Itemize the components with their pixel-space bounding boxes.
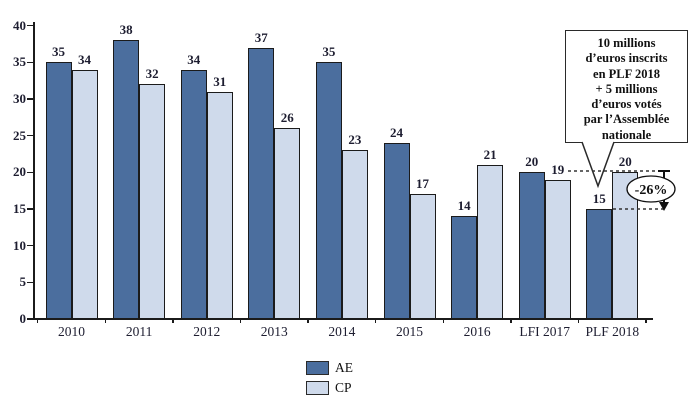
bar-cp-2016 (477, 164, 504, 319)
legend-label-ae: AE (335, 359, 353, 375)
bar-cp-2011 (139, 84, 166, 319)
x-axis-category-label: 2010 (58, 324, 85, 339)
x-axis-tick (510, 318, 512, 323)
bar-value-label: 15 (592, 190, 606, 206)
bar-value-label: 38 (119, 22, 133, 38)
bar-value-label: 24 (390, 124, 403, 140)
bar-value-label: 31 (213, 73, 227, 89)
legend-swatch-cp (306, 380, 329, 395)
x-axis-tick (442, 318, 444, 323)
bar-ae-2011 (113, 40, 140, 319)
x-axis-tick (104, 318, 106, 323)
x-axis-category-label: 2016 (463, 324, 491, 339)
x-axis-category-label: PLF 2018 (585, 324, 640, 339)
bar-ae-2010 (45, 62, 72, 319)
bar-ae-2015 (383, 142, 410, 319)
bar-value-label: 17 (416, 176, 429, 192)
y-axis-tick-label: 25 (13, 127, 26, 143)
delta-label: -26% (635, 183, 668, 198)
bar-value-label: 34 (78, 51, 91, 67)
callout-annotation: 10 millions d’euros inscrits en PLF 2018… (565, 30, 688, 143)
x-axis-category-label: 2013 (260, 324, 288, 339)
x-axis-tick (375, 318, 377, 323)
y-axis-tick-label: 35 (13, 54, 26, 70)
bar-cp-2010 (71, 69, 98, 319)
y-axis-tick-label: 20 (13, 164, 26, 180)
y-axis-tick-label: 15 (13, 200, 26, 216)
y-axis-tick (27, 24, 34, 27)
legend-item-cp: CP (306, 380, 353, 395)
bar-value-label: 20 (618, 154, 632, 170)
y-axis-tick-label: 0 (19, 311, 27, 326)
x-axis-tick (645, 318, 647, 323)
x-axis-tick (37, 318, 39, 323)
bar-cp-2014 (341, 150, 368, 319)
x-axis-category-label: LFI 2017 (519, 324, 570, 339)
x-axis-tick (577, 318, 580, 323)
y-axis-line (33, 22, 35, 319)
legend-swatch-ae (306, 360, 329, 375)
bar-ae-LFI 2017 (518, 172, 545, 319)
legend: AE CP (306, 360, 353, 400)
y-axis-tick-label: 5 (19, 274, 27, 290)
y-axis-tick-label: 30 (13, 90, 26, 106)
x-axis-tick (307, 318, 309, 323)
bar-cp-2012 (206, 91, 233, 319)
arrow-head-icon (659, 202, 669, 211)
bar-value-label: 21 (483, 146, 497, 162)
bar-value-label: 35 (52, 44, 65, 60)
bar-value-label: 32 (145, 66, 159, 82)
y-axis-tick (27, 61, 34, 63)
x-axis-tick (239, 318, 242, 323)
y-axis-tick (27, 318, 34, 320)
y-axis-tick (27, 98, 34, 100)
y-axis-tick (27, 134, 34, 137)
x-axis-category-label: 2015 (396, 324, 423, 339)
y-axis-tick-label: 10 (13, 237, 26, 253)
y-axis-tick (27, 281, 34, 284)
y-axis-tick (27, 171, 34, 173)
bar-value-label: 35 (322, 44, 336, 60)
x-axis-category-label: 2014 (328, 324, 356, 339)
y-axis-tick-label: 40 (13, 17, 26, 33)
bar-value-label: 20 (525, 154, 539, 170)
legend-item-ae: AE (306, 360, 353, 375)
bar-value-label: 34 (187, 51, 201, 67)
bar-ae-2012 (180, 69, 207, 319)
bar-ae-2013 (248, 47, 275, 319)
y-axis-tick (27, 208, 34, 210)
bar-cp-2015 (409, 194, 436, 319)
bar-value-label: 23 (348, 132, 362, 148)
bar-ae-2016 (451, 216, 478, 319)
bar-cp-LFI 2017 (544, 179, 571, 319)
x-axis-category-label: 2012 (193, 324, 221, 339)
bar-ae-2014 (315, 62, 342, 319)
x-axis-category-label: 2011 (125, 324, 153, 339)
bar-ae-PLF 2018 (586, 208, 613, 319)
y-axis-tick (27, 244, 34, 247)
bar-value-label: 19 (551, 161, 565, 177)
bar-cp-PLF 2018 (612, 172, 639, 319)
x-axis-tick (172, 318, 174, 323)
bar-value-label: 14 (457, 198, 471, 214)
legend-label-cp: CP (335, 379, 352, 395)
bar-value-label: 37 (254, 29, 268, 45)
bar-cp-2013 (274, 128, 301, 319)
bar-value-label: 26 (280, 110, 294, 126)
